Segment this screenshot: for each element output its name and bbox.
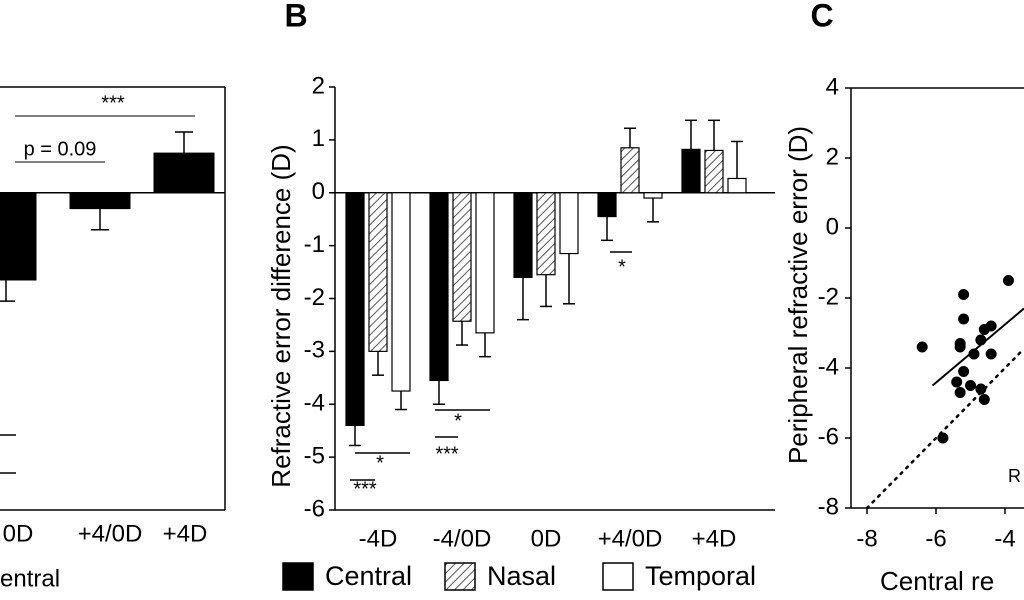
bar <box>391 192 411 392</box>
y-tick-label: -1 <box>304 231 325 258</box>
y-axis-label: Peripheral refractive error (D) <box>783 126 813 464</box>
y-tick-label: -2 <box>304 284 325 311</box>
point <box>1002 275 1014 286</box>
x-axis-label: Central re <box>880 566 994 596</box>
y-tick-label: -6 <box>304 495 325 522</box>
x-tick-label: -8 <box>856 525 877 552</box>
x-axis-label: entral <box>0 565 60 592</box>
x-tick-label: +4D <box>163 520 208 547</box>
y-tick-label: -2 <box>818 283 839 310</box>
bar <box>452 192 472 322</box>
panel-label: C <box>810 0 833 33</box>
annotation: * <box>376 452 384 474</box>
legend-label: Nasal <box>487 561 556 591</box>
panel-label: B <box>284 0 307 33</box>
bar <box>368 192 388 352</box>
y-tick-label: -6 <box>818 423 839 450</box>
y-tick-label: -3 <box>304 337 325 364</box>
bar <box>429 192 449 382</box>
y-tick-label: -4 <box>304 390 325 417</box>
point <box>968 348 980 360</box>
fit-line <box>931 307 1024 387</box>
x-tick-label: -6 <box>925 525 946 552</box>
y-tick-label: -8 <box>818 493 839 520</box>
bar <box>704 149 724 194</box>
y-tick-label: 2 <box>312 72 325 99</box>
x-tick-label: 0D <box>3 520 34 547</box>
x-tick-label: +4D <box>692 525 737 552</box>
x-tick-label: -4D <box>359 525 398 552</box>
annotation: p = 0.09 <box>24 138 97 160</box>
point <box>978 394 990 405</box>
point <box>975 334 987 346</box>
bar <box>69 192 131 210</box>
x-tick-label: -4/0D <box>433 525 492 552</box>
bar <box>620 147 640 194</box>
y-tick-label: 0 <box>312 178 325 205</box>
bar <box>475 192 495 334</box>
point <box>954 341 966 353</box>
annotation: *** <box>353 478 377 500</box>
legend-label: Central <box>325 561 412 591</box>
bar <box>153 152 215 194</box>
annotation: R <box>1008 466 1021 486</box>
point <box>985 348 997 360</box>
point <box>916 341 928 353</box>
y-tick-label: -4 <box>818 353 839 380</box>
point <box>965 380 976 391</box>
legend-swatch <box>282 562 314 591</box>
annotation: *** <box>435 443 459 465</box>
annotation: * <box>454 410 462 432</box>
y-tick-label: 4 <box>826 73 839 100</box>
x-tick-label: +4/0D <box>598 525 663 552</box>
bar <box>597 192 617 218</box>
legend-swatch <box>444 562 476 591</box>
point <box>975 383 987 395</box>
point <box>958 366 970 377</box>
point <box>958 289 970 300</box>
bar <box>0 192 37 281</box>
identity-line <box>865 349 1024 510</box>
x-tick-label: -4 <box>994 525 1015 552</box>
y-tick-label: -5 <box>304 442 325 469</box>
x-tick-label: 0D <box>531 525 562 552</box>
y-axis-label: Refractive error difference (D) <box>266 144 296 487</box>
legend-swatch <box>602 562 634 591</box>
bar <box>536 192 556 276</box>
point <box>958 313 970 325</box>
point <box>951 376 963 388</box>
annotation: *** <box>101 92 125 114</box>
bar <box>643 192 663 199</box>
bar <box>345 192 365 426</box>
y-tick-label: 2 <box>826 143 839 170</box>
y-tick-label: 0 <box>826 213 839 240</box>
annotation: * <box>618 256 626 278</box>
bar <box>513 192 533 278</box>
point <box>937 432 949 444</box>
point <box>985 320 997 332</box>
bar <box>727 177 747 194</box>
bar <box>559 192 579 255</box>
x-tick-label: +4/0D <box>78 520 143 547</box>
legend-label: Temporal <box>645 561 756 591</box>
bar <box>681 148 701 194</box>
y-tick-label: 1 <box>312 125 325 152</box>
point <box>954 387 966 398</box>
